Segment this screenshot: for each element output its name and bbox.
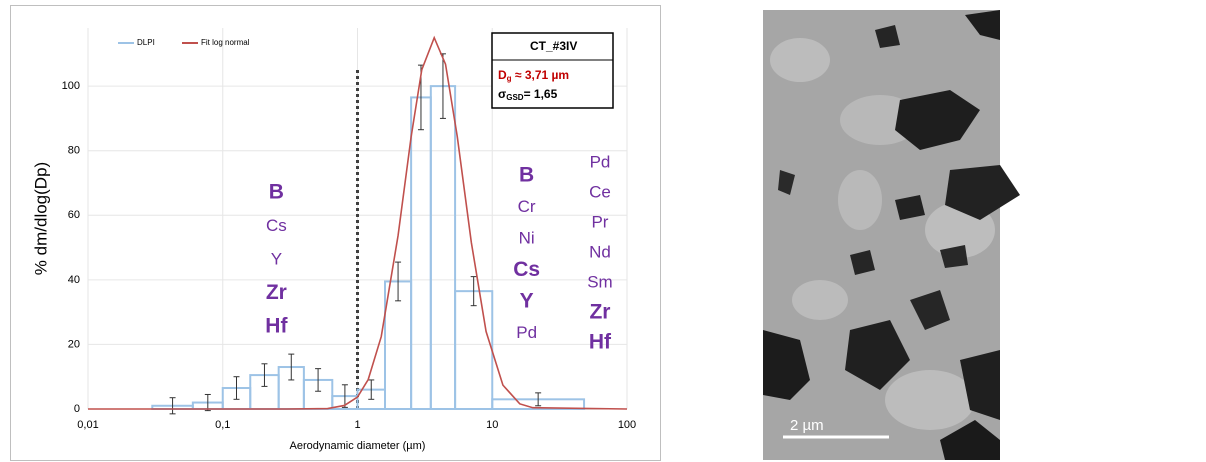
x-axis-label: Aerodynamic diameter (µm): [290, 440, 426, 452]
element-label: Pd: [516, 323, 537, 342]
y-tick-label: 100: [62, 80, 80, 92]
legend-label: Fit log normal: [201, 38, 250, 47]
annotation-subscript: GSD: [506, 93, 524, 102]
element-label: Sm: [587, 272, 613, 291]
page: 0 20 40 60 80 100 0,01 0,1 1 10 100 Aerodynamic dia…: [0, 0, 1206, 462]
annotation-title: CT_#3IV: [530, 39, 577, 53]
scale-label: 2 µm: [790, 417, 824, 434]
x-tick-label: 100: [618, 419, 636, 431]
element-label: Pd: [590, 152, 611, 171]
y-tick-label: 0: [74, 403, 80, 415]
element-label: Hf: [265, 315, 288, 338]
element-label: Y: [271, 249, 282, 268]
element-label: Hf: [589, 331, 612, 354]
y-tick-label: 20: [68, 338, 80, 350]
element-label: Cr: [518, 197, 536, 216]
element-label: Zr: [266, 281, 287, 304]
element-label: Cs: [266, 216, 287, 235]
x-tick-label: 10: [486, 419, 498, 431]
element-label: Ni: [519, 228, 535, 247]
element-label: B: [519, 164, 534, 187]
y-tick-label: 60: [68, 209, 80, 221]
element-label: Ce: [589, 182, 611, 201]
element-label: Pr: [591, 212, 608, 231]
x-tick-label: 0,1: [215, 419, 230, 431]
element-label: Y: [520, 290, 534, 313]
y-axis-label: % dm/dlog(Dp): [31, 162, 50, 275]
legend-label: DLPI: [137, 38, 155, 47]
annotation-value: ≈ 3,71 µm: [512, 68, 570, 82]
element-label: Nd: [589, 242, 611, 261]
element-label: Cs: [513, 258, 540, 281]
sem-image: 2 µm: [763, 10, 1020, 460]
x-tick-label: 1: [354, 419, 360, 431]
x-tick-label: 0,01: [77, 419, 98, 431]
annotation-symbol: D: [498, 68, 507, 82]
annotation-value: = 1,65: [524, 87, 558, 101]
y-tick-label: 80: [68, 145, 80, 157]
annotation-symbol: σ: [498, 87, 506, 101]
y-tick-label: 40: [68, 274, 80, 286]
element-label: B: [269, 181, 284, 204]
element-label: Zr: [589, 301, 610, 324]
